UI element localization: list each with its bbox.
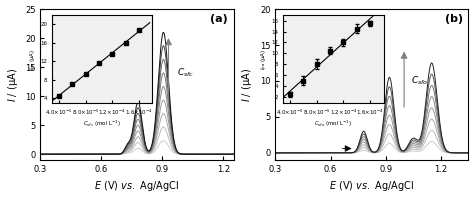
Text: (b): (b)	[445, 14, 463, 24]
Y-axis label: $I$ / (μA): $I$ / (μA)	[6, 68, 19, 101]
Text: (a): (a)	[210, 14, 228, 24]
X-axis label: $E$ (V) $vs.$ Ag/AgCl: $E$ (V) $vs.$ Ag/AgCl	[329, 179, 414, 193]
Text: $C_{sfo}$: $C_{sfo}$	[411, 75, 429, 87]
Text: $C_{sfc}$: $C_{sfc}$	[177, 67, 194, 79]
X-axis label: $E$ (V) $vs.$ Ag/AgCl: $E$ (V) $vs.$ Ag/AgCl	[94, 179, 180, 193]
Y-axis label: $I$ / (μA): $I$ / (μA)	[240, 68, 255, 101]
